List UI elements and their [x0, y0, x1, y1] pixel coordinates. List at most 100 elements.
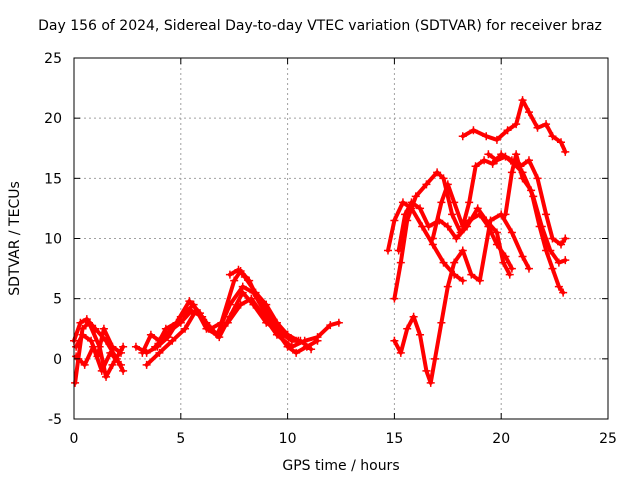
data-point — [76, 318, 85, 327]
data-point — [251, 288, 260, 297]
data-point — [262, 300, 271, 309]
data-point — [416, 330, 425, 339]
data-point — [505, 270, 514, 279]
data-point — [439, 174, 448, 183]
data-point — [89, 342, 98, 351]
data-point — [87, 336, 96, 345]
data-point — [116, 348, 125, 357]
data-point — [187, 306, 196, 315]
series-line — [144, 296, 341, 367]
data-point — [548, 132, 557, 141]
data-point — [503, 126, 512, 135]
data-point — [492, 135, 501, 144]
chart-title: Day 156 of 2024, Sidereal Day-to-day VTE… — [38, 18, 602, 34]
x-tick-label: 5 — [176, 431, 185, 447]
data-point — [542, 120, 551, 129]
data-point — [407, 198, 416, 207]
data-point — [471, 162, 480, 171]
data-point — [561, 256, 570, 265]
data-point — [217, 318, 226, 327]
data-point — [473, 204, 482, 213]
data-point — [119, 342, 128, 351]
data-point — [507, 264, 516, 273]
data-point — [499, 258, 508, 267]
data-point — [234, 265, 243, 274]
data-point — [546, 246, 555, 255]
data-point — [443, 180, 452, 189]
data-point — [108, 360, 117, 369]
data-point — [394, 246, 403, 255]
y-tick-label: 5 — [53, 292, 62, 308]
data-point — [537, 222, 546, 231]
data-point — [458, 276, 467, 285]
tick-layer: 0 5 10 15 20 25 -5 0 5 10 15 20 25 — [44, 51, 617, 447]
data-point — [163, 328, 172, 337]
data-point — [72, 342, 81, 351]
x-axis-title: GPS time / hours — [282, 458, 399, 474]
data-point — [390, 294, 399, 303]
data-point — [181, 324, 190, 333]
data-point — [518, 252, 527, 261]
data-point — [561, 147, 570, 156]
data-point — [334, 318, 343, 327]
data-point — [240, 273, 249, 282]
data-point — [450, 198, 459, 207]
data-point — [542, 210, 551, 219]
data-point — [78, 330, 87, 339]
data-point — [443, 282, 452, 291]
data-point — [507, 228, 516, 237]
data-point — [467, 270, 476, 279]
data-point — [426, 378, 435, 387]
data-point — [492, 228, 501, 237]
data-point — [480, 156, 489, 165]
data-point — [416, 204, 425, 213]
data-point — [465, 198, 474, 207]
data-point — [469, 126, 478, 135]
data-point — [176, 318, 185, 327]
data-point — [486, 216, 495, 225]
data-point — [488, 159, 497, 168]
data-point — [439, 258, 448, 267]
data-point — [106, 348, 115, 357]
data-point — [249, 300, 258, 309]
data-point — [458, 246, 467, 255]
x-tick-label: 15 — [385, 431, 403, 447]
data-point — [554, 258, 563, 267]
data-point — [283, 330, 292, 339]
data-point — [448, 210, 457, 219]
data-point — [443, 222, 452, 231]
data-point — [313, 336, 322, 345]
data-point — [433, 168, 442, 177]
data-point — [557, 138, 566, 147]
series-arc-9 — [225, 265, 303, 345]
series-arc-17 — [484, 150, 570, 267]
data-point — [119, 366, 128, 375]
data-point — [561, 234, 570, 243]
data-point — [390, 216, 399, 225]
data-point — [398, 198, 407, 207]
data-point — [450, 258, 459, 267]
data-point — [475, 276, 484, 285]
data-point — [409, 312, 418, 321]
data-point — [510, 159, 519, 168]
data-point — [294, 336, 303, 345]
data-point — [116, 360, 125, 369]
series-line — [73, 320, 126, 385]
data-point — [458, 132, 467, 141]
data-point — [548, 234, 557, 243]
data-point — [84, 318, 93, 327]
data-point — [213, 330, 222, 339]
data-point — [108, 342, 117, 351]
data-point — [307, 345, 316, 354]
data-point — [484, 150, 493, 159]
data-point — [428, 234, 437, 243]
data-point — [292, 348, 301, 357]
series-arc-15 — [458, 96, 570, 156]
data-point — [155, 348, 164, 357]
data-point — [71, 378, 80, 387]
data-point — [383, 246, 392, 255]
data-point — [518, 168, 527, 177]
series-arc-2 — [71, 318, 128, 387]
data-point — [401, 210, 410, 219]
data-point — [424, 222, 433, 231]
